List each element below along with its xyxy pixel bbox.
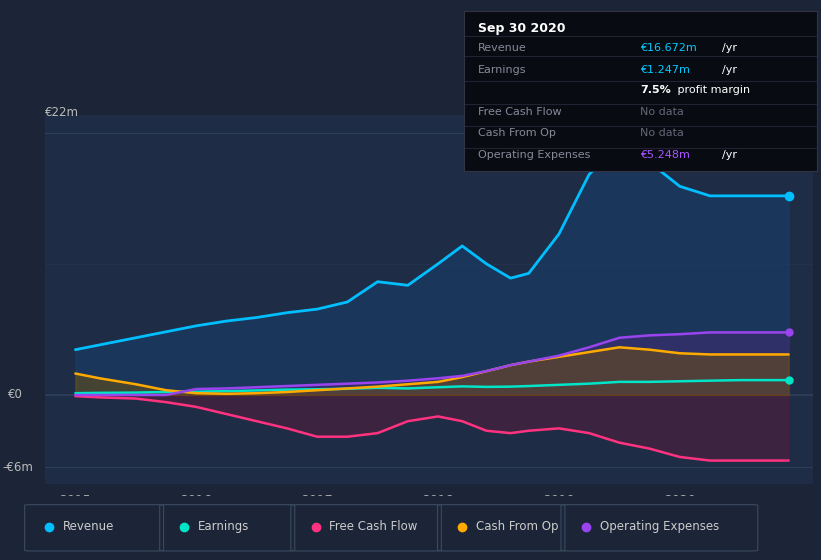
Text: Operating Expenses: Operating Expenses bbox=[599, 520, 719, 533]
Text: /yr: /yr bbox=[722, 66, 736, 76]
Text: Revenue: Revenue bbox=[478, 43, 527, 53]
Text: €22m: €22m bbox=[45, 106, 79, 119]
Text: Cash From Op: Cash From Op bbox=[476, 520, 558, 533]
Text: Free Cash Flow: Free Cash Flow bbox=[329, 520, 418, 533]
Text: Revenue: Revenue bbox=[63, 520, 115, 533]
Text: 7.5%: 7.5% bbox=[640, 85, 671, 95]
Text: Operating Expenses: Operating Expenses bbox=[478, 150, 590, 160]
Text: profit margin: profit margin bbox=[674, 85, 750, 95]
Text: No data: No data bbox=[640, 107, 684, 117]
Text: Earnings: Earnings bbox=[199, 520, 250, 533]
Text: /yr: /yr bbox=[722, 150, 736, 160]
Text: €1.247m: €1.247m bbox=[640, 66, 690, 76]
Text: Free Cash Flow: Free Cash Flow bbox=[478, 107, 562, 117]
Text: €5.248m: €5.248m bbox=[640, 150, 690, 160]
Text: /yr: /yr bbox=[722, 43, 736, 53]
Text: Sep 30 2020: Sep 30 2020 bbox=[478, 22, 566, 35]
Text: €16.672m: €16.672m bbox=[640, 43, 697, 53]
Text: Earnings: Earnings bbox=[478, 66, 526, 76]
Text: Cash From Op: Cash From Op bbox=[478, 128, 556, 138]
Text: €0: €0 bbox=[8, 389, 23, 402]
Text: No data: No data bbox=[640, 128, 684, 138]
Text: -€6m: -€6m bbox=[2, 461, 34, 474]
